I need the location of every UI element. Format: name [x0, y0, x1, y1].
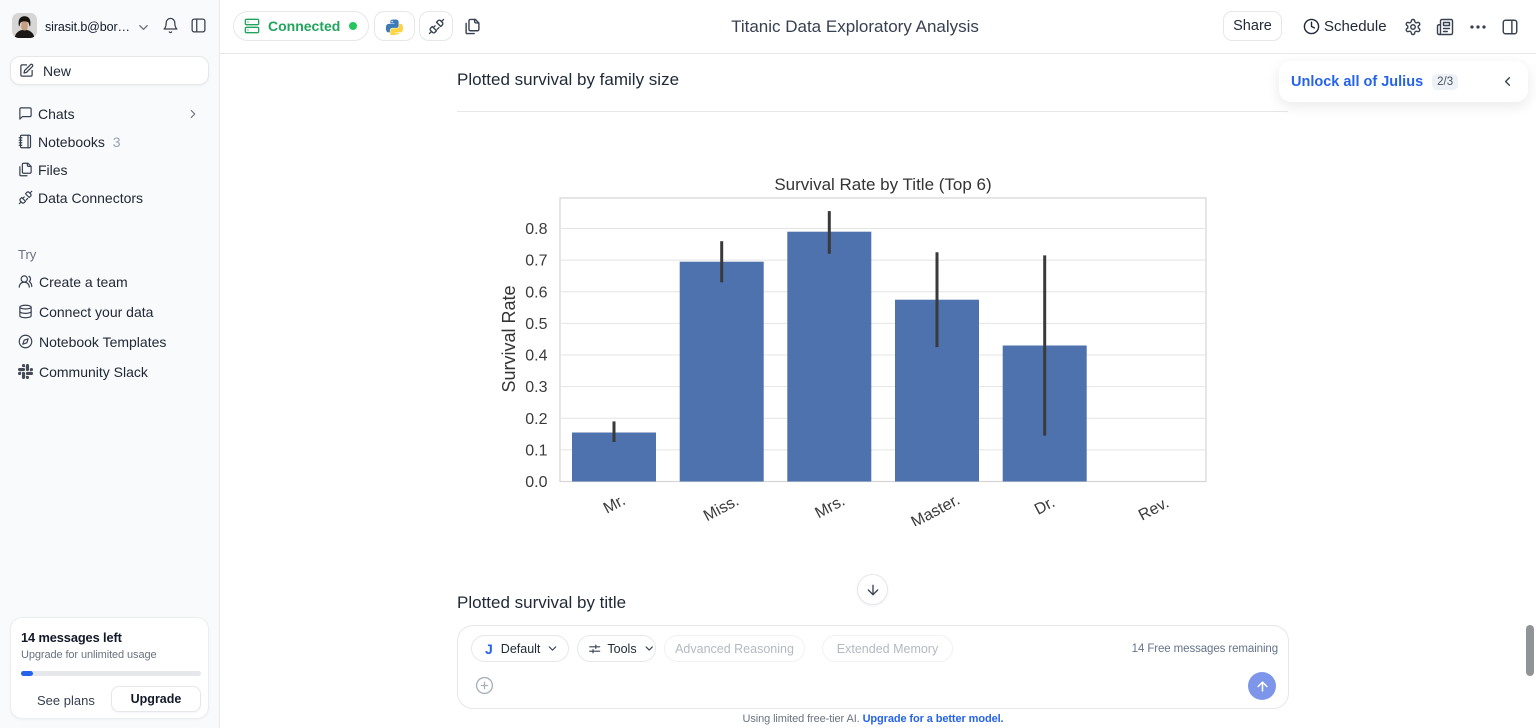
svg-text:Dr.: Dr. — [1032, 494, 1058, 519]
svg-text:Mrs.: Mrs. — [812, 493, 847, 523]
svg-text:0.5: 0.5 — [525, 316, 547, 333]
svg-text:Master.: Master. — [909, 492, 963, 532]
svg-text:0.2: 0.2 — [525, 411, 547, 428]
svg-text:Rev.: Rev. — [1136, 495, 1172, 525]
svg-text:0.1: 0.1 — [525, 442, 547, 459]
svg-text:Miss.: Miss. — [701, 493, 742, 526]
svg-text:0.0: 0.0 — [525, 474, 547, 491]
svg-text:0.3: 0.3 — [525, 379, 547, 396]
svg-text:0.8: 0.8 — [525, 221, 547, 238]
svg-text:Mr.: Mr. — [601, 492, 629, 517]
svg-text:0.7: 0.7 — [525, 253, 547, 270]
svg-text:0.6: 0.6 — [525, 284, 547, 301]
svg-text:Survival Rate by Title (Top 6): Survival Rate by Title (Top 6) — [774, 175, 991, 194]
svg-text:Survival Rate: Survival Rate — [499, 285, 519, 392]
svg-text:0.4: 0.4 — [525, 348, 547, 365]
